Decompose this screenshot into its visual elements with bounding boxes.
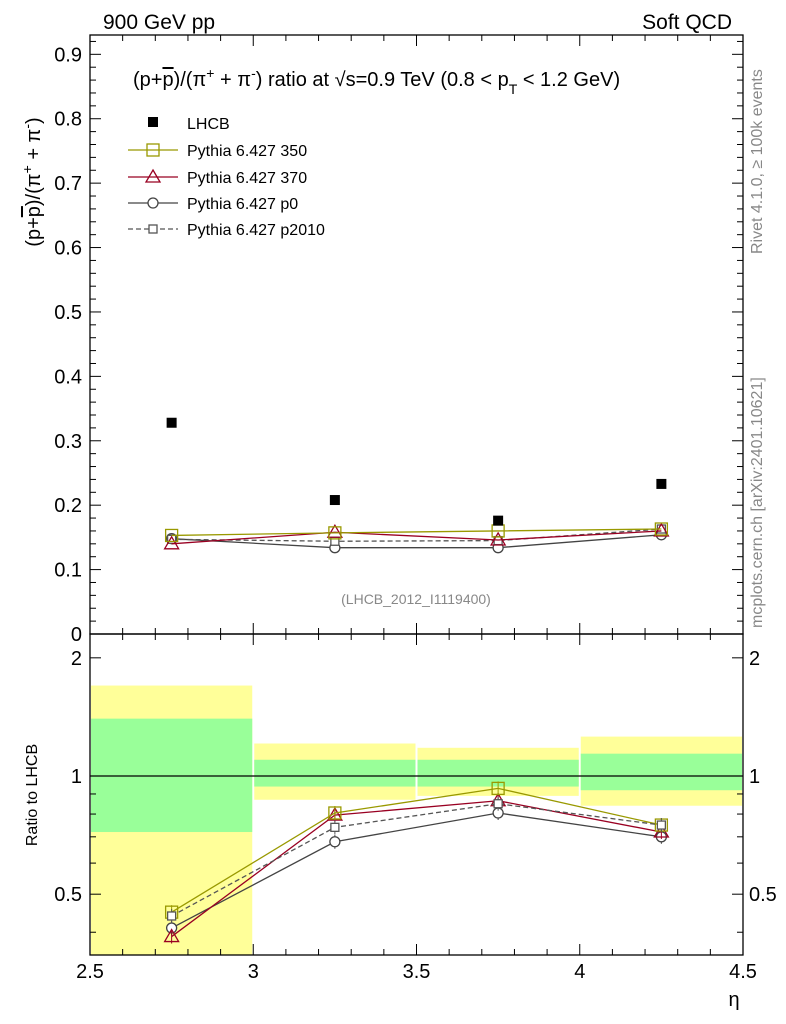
main-ylabel: (p+p)/(π+ + π-)	[19, 117, 45, 246]
main-ytick-label: 0.7	[54, 173, 82, 195]
legend-marker-lhcb	[148, 117, 158, 127]
legend-label-py370: Pythia 6.427 370	[187, 170, 307, 187]
ratio-series-line-py350	[171, 787, 662, 913]
ratio-point-py370	[163, 928, 180, 943]
main-point-py350	[328, 526, 342, 540]
ratio-point-pyp2010	[493, 799, 503, 809]
main-point-py350	[164, 528, 179, 543]
ratio-point-py370	[326, 806, 344, 821]
ratio-point-py350	[328, 806, 342, 820]
ratio-series-line-pyp2010	[171, 803, 662, 917]
ratio-bands	[90, 685, 743, 955]
ratio-point-pyp0	[329, 836, 341, 848]
ratio-band-green	[254, 759, 416, 787]
legend-label-pyp2010: Pythia 6.427 p2010	[187, 222, 325, 239]
ratio-band-green	[91, 718, 253, 833]
mcplots-label: mcplots.cern.ch [arXiv:2401.10621]	[749, 377, 766, 628]
main-point-py370	[326, 523, 344, 538]
ratio-band-green	[580, 753, 742, 791]
legend-label-lhcb: LHCB	[187, 116, 230, 133]
main-point-lhcb	[656, 478, 667, 489]
ratio-ytick-label-right: 1	[749, 766, 760, 788]
main-ytick-label: 0.2	[54, 495, 82, 517]
ratio-point-pyp2010	[330, 822, 340, 832]
main-ytick-label: 0.6	[54, 238, 82, 260]
legend-marker-py350	[146, 143, 160, 157]
ratio-ylabel: Ratio to LHCB	[24, 744, 41, 846]
main-ytick-label: 0.3	[54, 431, 82, 453]
ratio-ytick-label: 0.5	[54, 884, 82, 906]
main-point-py350	[654, 522, 669, 536]
main-point-py370	[163, 535, 180, 550]
main-series-line-py370	[171, 530, 662, 545]
axes: 0 0.1 0.2 0.3 0.4 0.5 0.6 0.7 0.8 0.9 2.5 3 3.5 4 4.5 0…	[54, 34, 777, 983]
legend-marker-pyp2010	[148, 224, 158, 234]
header-left: 900 GeV pp	[103, 11, 215, 34]
ratio-xtick-label: 2.5	[76, 961, 104, 983]
ratio-xtick-label: 3	[248, 961, 259, 983]
rivet-label: Rivet 4.1.0, ≥ 100k events	[749, 69, 766, 254]
ratio-xtick-label: 4	[574, 961, 585, 983]
ratio-ytick-label: 1	[71, 766, 82, 788]
legend-label-py350: Pythia 6.427 350	[187, 143, 307, 160]
ratio-ytick-label-right: 2	[749, 648, 760, 670]
main-series-line-pyp0	[171, 534, 662, 549]
legend: LHCB Pythia 6.427 350 Pythia 6.427 370 P…	[128, 116, 325, 239]
main-point-lhcb	[329, 495, 340, 506]
main-ytick-label: 0.5	[54, 302, 82, 324]
ratio-series	[163, 781, 670, 944]
main-ytick-label: 0.4	[54, 366, 82, 388]
ratio-xtick-label: 4.5	[729, 961, 757, 983]
main-ytick-label: 0	[71, 624, 82, 646]
ratio-ytick-label-right: 0.5	[749, 884, 777, 906]
main-title: (p+p)/(π+ + π-) ratio at √s=0.9 TeV (0.8…	[133, 65, 620, 97]
header-right: Soft QCD	[642, 11, 732, 34]
legend-marker-py370	[144, 168, 162, 183]
main-point-py370	[489, 531, 507, 546]
ratio-point-pyp2010	[656, 820, 667, 830]
analysis-watermark: (LHCB_2012_I1119400)	[341, 591, 491, 607]
main-ytick-label: 0.8	[54, 109, 82, 131]
main-series-line-py350	[171, 528, 662, 537]
ratio-series-line-py370	[171, 800, 662, 938]
main-ytick-label: 0.1	[54, 560, 82, 582]
ratio-point-pyp2010	[166, 911, 177, 921]
ratio-xtick-label: 3.5	[403, 961, 431, 983]
ratio-point-py350	[491, 781, 505, 796]
ratio-ytick-label: 2	[71, 648, 82, 670]
main-point-lhcb	[493, 515, 504, 526]
main-series	[163, 417, 670, 554]
main-point-py370	[653, 522, 670, 537]
legend-label-pyp0: Pythia 6.427 p0	[187, 196, 298, 213]
legend-marker-pyp0	[147, 197, 159, 209]
ratio-xlabel: η	[728, 989, 739, 1011]
main-ytick-label: 0.9	[54, 44, 82, 66]
main-point-lhcb	[166, 417, 177, 428]
ratio-series-line-pyp0	[171, 812, 662, 929]
